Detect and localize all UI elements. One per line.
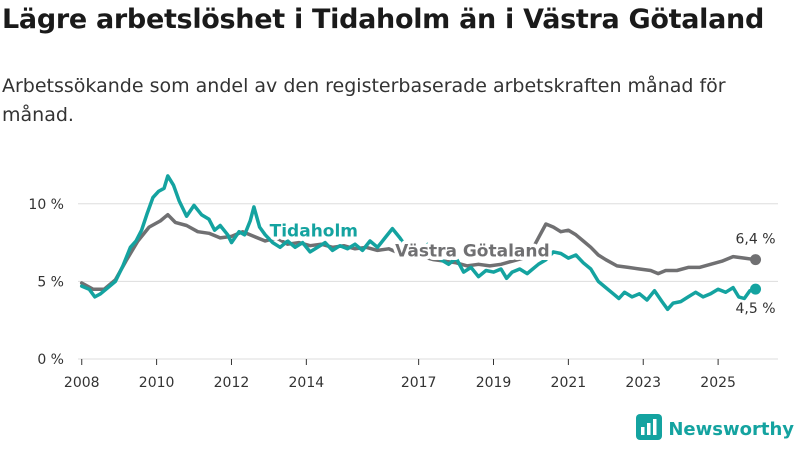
y-axis: 0 % 5 % 10 % bbox=[28, 197, 64, 368]
chart-subtitle: Arbetssökande som andel av den registerb… bbox=[2, 75, 726, 126]
end-value-label-vastra-gotaland: 6,4 % bbox=[736, 232, 776, 248]
y-tick-label: 10 % bbox=[28, 197, 64, 213]
series-label-tidaholm: Tidaholm bbox=[270, 221, 358, 241]
end-point-tidaholm bbox=[750, 283, 762, 295]
grid-layer bbox=[78, 203, 778, 360]
x-tick-label: 2014 bbox=[289, 375, 325, 391]
newsworthy-brand: Newsworthy bbox=[636, 414, 794, 444]
series-label-vastra-gotaland: Västra Götaland bbox=[395, 242, 550, 262]
x-axis: 2008 2010 2012 2014 2017 2019 2021 2023 2025 bbox=[64, 359, 736, 391]
y-tick-label: 5 % bbox=[37, 274, 64, 290]
label-layer: 6,4 % 4,5 % Tidaholm Västra Götaland bbox=[266, 218, 776, 317]
y-tick-label: 0 % bbox=[37, 352, 64, 368]
chart-title: Lägre arbetslöshet i Tidaholm än i Västr… bbox=[2, 4, 764, 35]
x-tick-label: 2017 bbox=[401, 375, 437, 391]
x-tick-label: 2023 bbox=[625, 375, 661, 391]
end-value-label-tidaholm: 4,5 % bbox=[736, 301, 776, 317]
series-layer bbox=[79, 174, 762, 312]
x-tick-label: 2021 bbox=[551, 375, 587, 391]
x-tick-label: 2012 bbox=[214, 375, 250, 391]
brand-name: Newsworthy bbox=[668, 418, 794, 440]
x-tick-label: 2010 bbox=[139, 375, 175, 391]
series-line-vastra-gotaland bbox=[79, 212, 758, 291]
bar-chart-logo-icon bbox=[636, 414, 663, 444]
series-line-tidaholm bbox=[79, 174, 758, 312]
end-point-vastra-gotaland bbox=[750, 254, 762, 266]
x-tick-label: 2019 bbox=[476, 375, 512, 391]
x-tick-label: 2025 bbox=[700, 375, 736, 391]
x-tick-label: 2008 bbox=[64, 375, 100, 391]
